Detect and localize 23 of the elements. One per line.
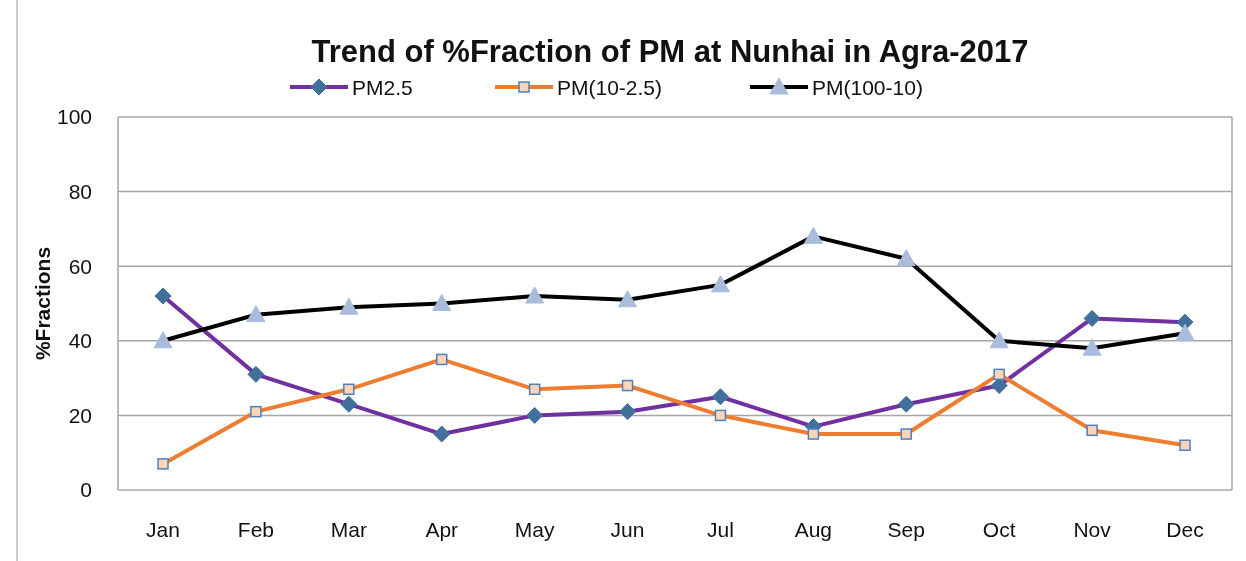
x-tick-label: Feb: [237, 518, 274, 541]
y-tick-label: 80: [68, 179, 92, 203]
x-tick-label: Jan: [146, 518, 180, 541]
x-tick-label: Oct: [982, 518, 1016, 541]
x-tick-label: Nov: [1073, 518, 1112, 541]
y-tick-label: 40: [68, 329, 92, 353]
chart-title: Trend of %Fraction of PM at Nunhai in Agra-2017: [311, 34, 1029, 69]
legend-label: PM(10-2.5): [557, 76, 663, 99]
y-tick-label: 20: [68, 403, 92, 427]
legend-label: PM2.5: [352, 76, 413, 99]
x-tick-label: Sep: [887, 518, 925, 541]
y-tick-label: 100: [56, 105, 92, 129]
y-axis-title: %Fractions: [31, 246, 54, 361]
y-tick-label: 0: [80, 478, 92, 502]
x-tick-label: Jul: [707, 518, 734, 541]
legend-label: PM(100-10): [812, 76, 923, 99]
x-tick-label: Mar: [330, 518, 367, 541]
x-tick-label: Jun: [610, 518, 645, 541]
y-tick-label: 60: [68, 254, 92, 278]
x-tick-label: May: [514, 518, 555, 541]
x-tick-label: Apr: [425, 518, 459, 541]
x-tick-label: Dec: [1166, 518, 1204, 541]
x-tick-label: Aug: [794, 518, 833, 541]
